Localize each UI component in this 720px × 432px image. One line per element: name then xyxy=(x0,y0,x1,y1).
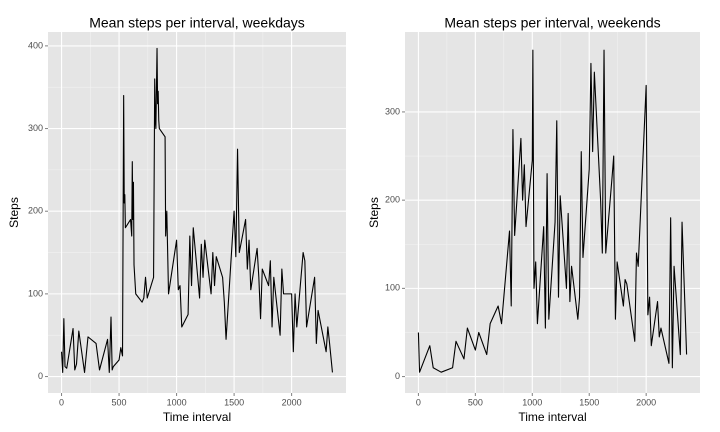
y-axis-title: Steps xyxy=(7,197,21,228)
y-tick-label: 0 xyxy=(395,371,400,381)
plot-background xyxy=(405,32,700,393)
x-tick-label: 1500 xyxy=(579,397,599,407)
y-tick-label: 200 xyxy=(385,195,400,205)
x-tick-label: 0 xyxy=(59,397,64,407)
x-tick-label: 2000 xyxy=(636,397,656,407)
chart-title: Mean steps per interval, weekends xyxy=(444,15,660,31)
y-tick-label: 400 xyxy=(28,40,43,50)
y-tick-label: 100 xyxy=(28,288,43,298)
y-axis-title: Steps xyxy=(367,197,381,228)
x-tick-label: 1500 xyxy=(224,397,244,407)
line xyxy=(417,49,688,373)
line xyxy=(61,47,333,373)
y-tick-label: 300 xyxy=(385,106,400,116)
x-tick-label: 0 xyxy=(416,397,421,407)
plot-background xyxy=(48,32,346,393)
y-tick-label: 200 xyxy=(28,206,43,216)
y-tick-label: 100 xyxy=(385,283,400,293)
x-axis-title: Time interval xyxy=(518,410,586,424)
x-tick-label: 500 xyxy=(112,397,127,407)
x-axis-title: Time interval xyxy=(163,410,231,424)
chart-title: Mean steps per interval, weekdays xyxy=(89,15,305,31)
x-tick-label: 1000 xyxy=(522,397,542,407)
x-tick-label: 1000 xyxy=(167,397,187,407)
y-tick-label: 0 xyxy=(38,371,43,381)
x-tick-label: 500 xyxy=(468,397,483,407)
x-tick-label: 2000 xyxy=(282,397,302,407)
y-tick-label: 300 xyxy=(28,123,43,133)
